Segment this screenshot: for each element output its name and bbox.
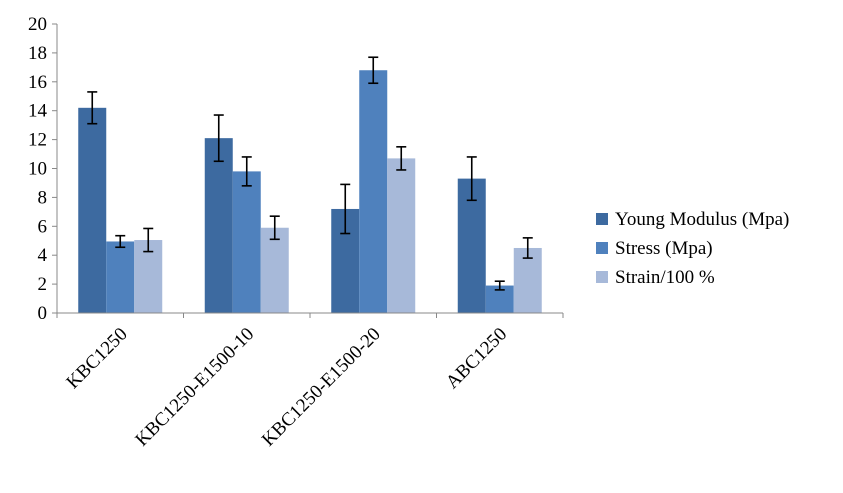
bar-strain — [260, 227, 289, 313]
y-tick-label: 10 — [28, 159, 47, 180]
bar-strain — [387, 158, 416, 313]
y-tick-label: 2 — [38, 274, 48, 295]
legend-label: Strain/100 % — [615, 267, 715, 288]
y-tick-label: 16 — [28, 72, 47, 93]
bar-young-modulus — [204, 138, 233, 313]
y-tick-label: 12 — [28, 130, 47, 151]
y-tick-label: 14 — [28, 101, 48, 122]
y-axis: 0 2 4 6 8 10 12 14 16 18 20 — [28, 14, 58, 324]
legend-label: Stress (Mpa) — [615, 238, 713, 259]
y-tick-label: 8 — [38, 187, 48, 208]
y-tick-label: 18 — [28, 43, 47, 64]
legend-swatch — [596, 213, 608, 225]
bar-stress — [232, 171, 261, 313]
bar-stress — [106, 241, 135, 313]
x-axis: KBC1250 KBC1250-E1500-10 KBC1250-E1500-20 A… — [56, 312, 564, 451]
legend-swatch — [596, 242, 608, 254]
x-category-label: KBC1250-E1500-10 — [131, 324, 258, 451]
plot-area — [78, 56, 542, 314]
y-tick-label: 0 — [38, 303, 48, 324]
bar-stress — [359, 70, 388, 314]
y-tick-label: 20 — [28, 14, 47, 35]
y-tick-label: 4 — [38, 245, 48, 266]
x-category-label: ABC1250 — [442, 324, 511, 393]
bar-young-modulus — [78, 107, 107, 313]
legend-label: Young Modulus (Mpa) — [615, 209, 789, 230]
x-category-label: KBC1250 — [62, 324, 131, 393]
legend: Young Modulus (Mpa) Stress (Mpa) Strain/10… — [596, 209, 789, 288]
legend-swatch — [596, 271, 608, 283]
y-tick-label: 6 — [38, 216, 48, 237]
x-category-label: KBC1250-E1500-20 — [258, 324, 385, 451]
